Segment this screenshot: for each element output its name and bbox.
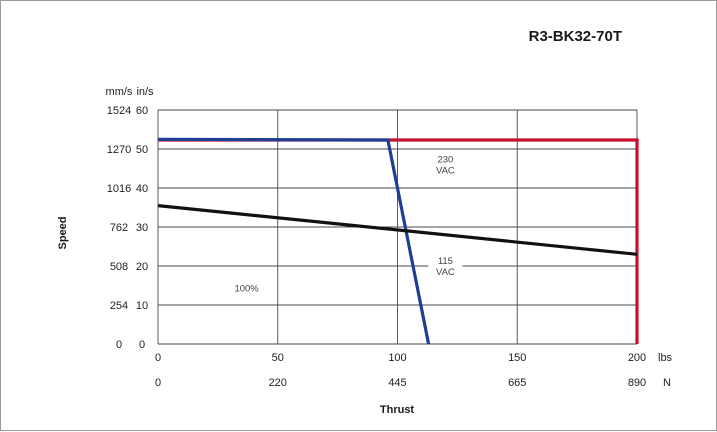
series-lines bbox=[157, 137, 639, 345]
y-tick-label-mms: 1524 bbox=[107, 105, 131, 117]
x-tick-label-n: 220 bbox=[269, 377, 287, 389]
y-tick-label-ins: 0 bbox=[139, 339, 145, 351]
y-axis-label: Speed bbox=[57, 216, 69, 249]
y-tick-label-mms: 254 bbox=[110, 300, 128, 312]
x-tick-label-lbs: 100 bbox=[388, 352, 406, 364]
x-tick-label-n: 0 bbox=[155, 377, 161, 389]
series-line-100 bbox=[157, 204, 638, 256]
series-line-115-vac bbox=[157, 137, 431, 345]
annotation-label: VAC bbox=[436, 166, 455, 177]
x-axis-label: Thrust bbox=[380, 404, 415, 416]
annotation-bg bbox=[428, 255, 463, 282]
y-tick-label-ins: 30 bbox=[136, 222, 148, 234]
y-unit-ins: in/s bbox=[136, 86, 154, 98]
y-tick-label-ins: 20 bbox=[136, 261, 148, 273]
x-tick-label-lbs: 0 bbox=[155, 352, 161, 364]
annotation-bg bbox=[428, 153, 463, 180]
annotation-label: 100% bbox=[234, 283, 259, 294]
x-tick-label-lbs: 50 bbox=[272, 352, 284, 364]
annotation-label: VAC bbox=[436, 267, 455, 278]
x-tick-label-lbs: 150 bbox=[508, 352, 526, 364]
x-tick-label-lbs: 200 bbox=[628, 352, 646, 364]
y-tick-label-ins: 40 bbox=[136, 183, 148, 195]
x-unit-n: N bbox=[663, 377, 671, 389]
y-tick-label-ins: 10 bbox=[136, 300, 148, 312]
y-tick-label-ins: 60 bbox=[136, 105, 148, 117]
chart-title: R3-BK32-70T bbox=[529, 28, 622, 45]
y-tick-label-mms: 762 bbox=[110, 222, 128, 234]
y-tick-label-ins: 50 bbox=[136, 144, 148, 156]
x-tick-label-n: 445 bbox=[388, 377, 406, 389]
x-tick-label-n: 665 bbox=[508, 377, 526, 389]
y-tick-label-mms: 1016 bbox=[107, 183, 131, 195]
x-unit-lbs: lbs bbox=[658, 352, 673, 364]
annotation-bg bbox=[229, 282, 264, 298]
annotation-label: 115 bbox=[438, 256, 453, 267]
grid bbox=[157, 109, 638, 345]
y-unit-mms: mm/s bbox=[106, 86, 133, 98]
y-tick-label-mms: 1270 bbox=[107, 144, 131, 156]
y-tick-label-mms: 0 bbox=[116, 339, 122, 351]
y-tick-label-mms: 508 bbox=[110, 261, 128, 273]
x-tick-label-n: 890 bbox=[628, 377, 646, 389]
annotation-label: 230 bbox=[437, 155, 453, 166]
